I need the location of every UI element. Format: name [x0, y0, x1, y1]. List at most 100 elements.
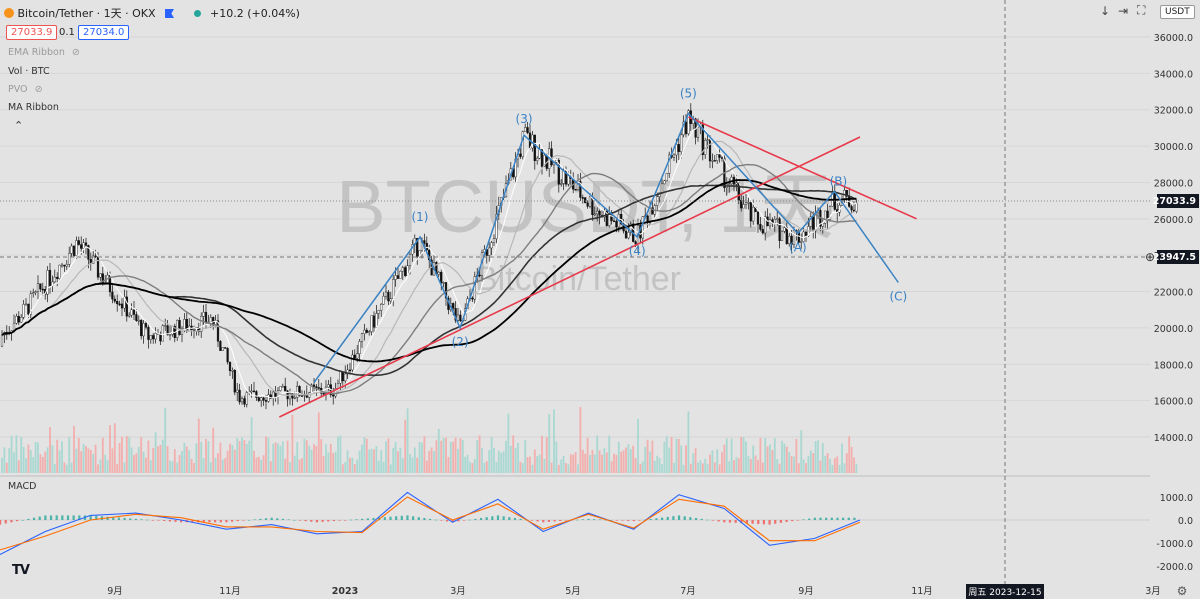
macd-histogram-bar	[112, 517, 115, 520]
macd-histogram-bar	[168, 520, 171, 522]
candle-body	[382, 295, 385, 305]
collapse-icon[interactable]: ⇥	[1118, 4, 1129, 18]
volume-bar	[644, 446, 647, 473]
volume-bar	[632, 445, 635, 473]
volume-bar	[723, 444, 726, 473]
volume-bars	[1, 406, 858, 473]
candle-body	[269, 394, 272, 399]
macd-histogram-bar	[468, 519, 471, 521]
candle-body	[408, 253, 412, 266]
volume-bar	[473, 458, 476, 473]
time-axis[interactable]: 9月 11月 2023 3月 5月 7月 9月 11月 3月 周五 2023-12-15 ⚙	[107, 584, 1187, 599]
candle-body	[216, 320, 220, 342]
volume-bar	[260, 459, 263, 473]
volume-bar	[752, 445, 755, 473]
volume-bar	[476, 440, 479, 473]
volume-bar	[284, 458, 287, 473]
candle-body	[425, 242, 428, 251]
volume-bar	[831, 464, 834, 473]
volume-bar	[80, 451, 83, 473]
candle-body	[687, 110, 690, 135]
volume-bar	[617, 441, 620, 473]
indicator-volume[interactable]: Vol · BTC	[8, 66, 50, 77]
hidden-eye-icon[interactable]: ⊘	[34, 84, 43, 95]
candle-body	[125, 296, 128, 317]
price-tick-label: 32000.0	[1154, 106, 1193, 117]
symbol-title[interactable]: Bitcoin/Tether · 1天 · OKX	[17, 7, 156, 20]
macd-histogram-bar	[327, 520, 330, 522]
volume-bar	[164, 407, 167, 473]
macd-histogram-bar	[445, 520, 449, 522]
macd-tick-label: -1000.0	[1156, 539, 1193, 550]
volume-bar	[557, 464, 560, 473]
flag-icon[interactable]	[165, 9, 175, 18]
volume-bar	[289, 462, 291, 473]
macd-histogram-bar	[779, 520, 782, 523]
candle-body	[262, 397, 265, 401]
volume-bar	[65, 464, 68, 473]
tradingview-logo[interactable]: TV	[12, 559, 36, 578]
macd-histogram-bar	[559, 520, 562, 522]
volume-bar	[130, 447, 133, 473]
macd-histogram-bar	[134, 518, 137, 520]
volume-bar	[68, 437, 71, 473]
macd-histogram-bar	[174, 520, 177, 522]
candle-body	[567, 175, 570, 185]
volume-bar	[569, 454, 572, 473]
macd-histogram-bar	[536, 520, 539, 522]
drawings[interactable]: (1) (2) (3) (4) (5) (A) (B) (C)	[279, 86, 917, 418]
candle-body	[128, 314, 131, 317]
volume-bar	[699, 460, 702, 473]
currency-selector[interactable]: USDT	[1160, 5, 1195, 19]
volume-bar	[382, 461, 385, 473]
scroll-down-icon[interactable]: ↓	[1100, 4, 1111, 18]
volume-bar	[226, 450, 229, 473]
buy-price-button[interactable]: 27034.0	[78, 25, 130, 40]
volume-bar	[123, 462, 126, 473]
volume-bar	[562, 455, 565, 473]
indicator-ma-ribbon[interactable]: MA Ribbon	[8, 102, 59, 113]
macd-histogram-bar	[581, 519, 584, 520]
volume-bar	[137, 446, 140, 473]
candle-body	[752, 206, 755, 222]
symbol-header[interactable]: Bitcoin/Tether · 1天 · OKX +10.2 (+0.04%)	[4, 5, 300, 21]
candle-body	[140, 320, 143, 337]
volume-bar	[51, 445, 54, 473]
volume-bar	[253, 450, 255, 473]
volume-bar	[713, 462, 716, 473]
volume-bar	[445, 437, 447, 473]
time-tick-label: 9月	[798, 586, 814, 597]
fullscreen-icon[interactable]: ⛶	[1137, 3, 1146, 17]
volume-bar	[838, 464, 841, 473]
sell-price-button[interactable]: 27033.9	[6, 25, 58, 40]
time-tick-label: 11月	[219, 586, 241, 597]
volume-bar	[293, 455, 296, 473]
hidden-eye-icon[interactable]: ⊘	[71, 47, 80, 58]
macd-histogram-bar	[751, 520, 754, 524]
candle-body	[384, 291, 388, 297]
candle-body	[440, 271, 443, 284]
volume-bar	[58, 450, 61, 473]
volume-bar	[795, 438, 798, 473]
candle-body	[137, 320, 140, 322]
volume-bar	[670, 436, 673, 473]
macd-histogram-bar	[361, 518, 364, 520]
volume-bar	[85, 445, 87, 473]
price-axis[interactable]: 36000.0 34000.0 32000.0 30000.0 28000.0 26000…	[1145, 33, 1199, 573]
candle-body	[236, 389, 239, 393]
candle-body	[519, 153, 522, 157]
candle-body	[113, 298, 116, 302]
candle-body	[802, 231, 805, 242]
candle-body	[231, 370, 234, 372]
macd-histogram-bar	[355, 519, 358, 520]
indicator-ema-ribbon[interactable]: EMA Ribbon ⊘	[8, 47, 80, 58]
indicator-macd[interactable]: MACD	[8, 481, 36, 492]
macd-histogram-bar	[660, 517, 664, 520]
collapse-chevron-icon[interactable]: ⌃	[14, 119, 24, 132]
indicator-pvo[interactable]: PVO ⊘	[8, 84, 43, 95]
candle-body	[778, 218, 781, 241]
candle-body	[228, 361, 232, 372]
volume-bar	[649, 451, 651, 473]
volume-bar	[41, 456, 44, 473]
